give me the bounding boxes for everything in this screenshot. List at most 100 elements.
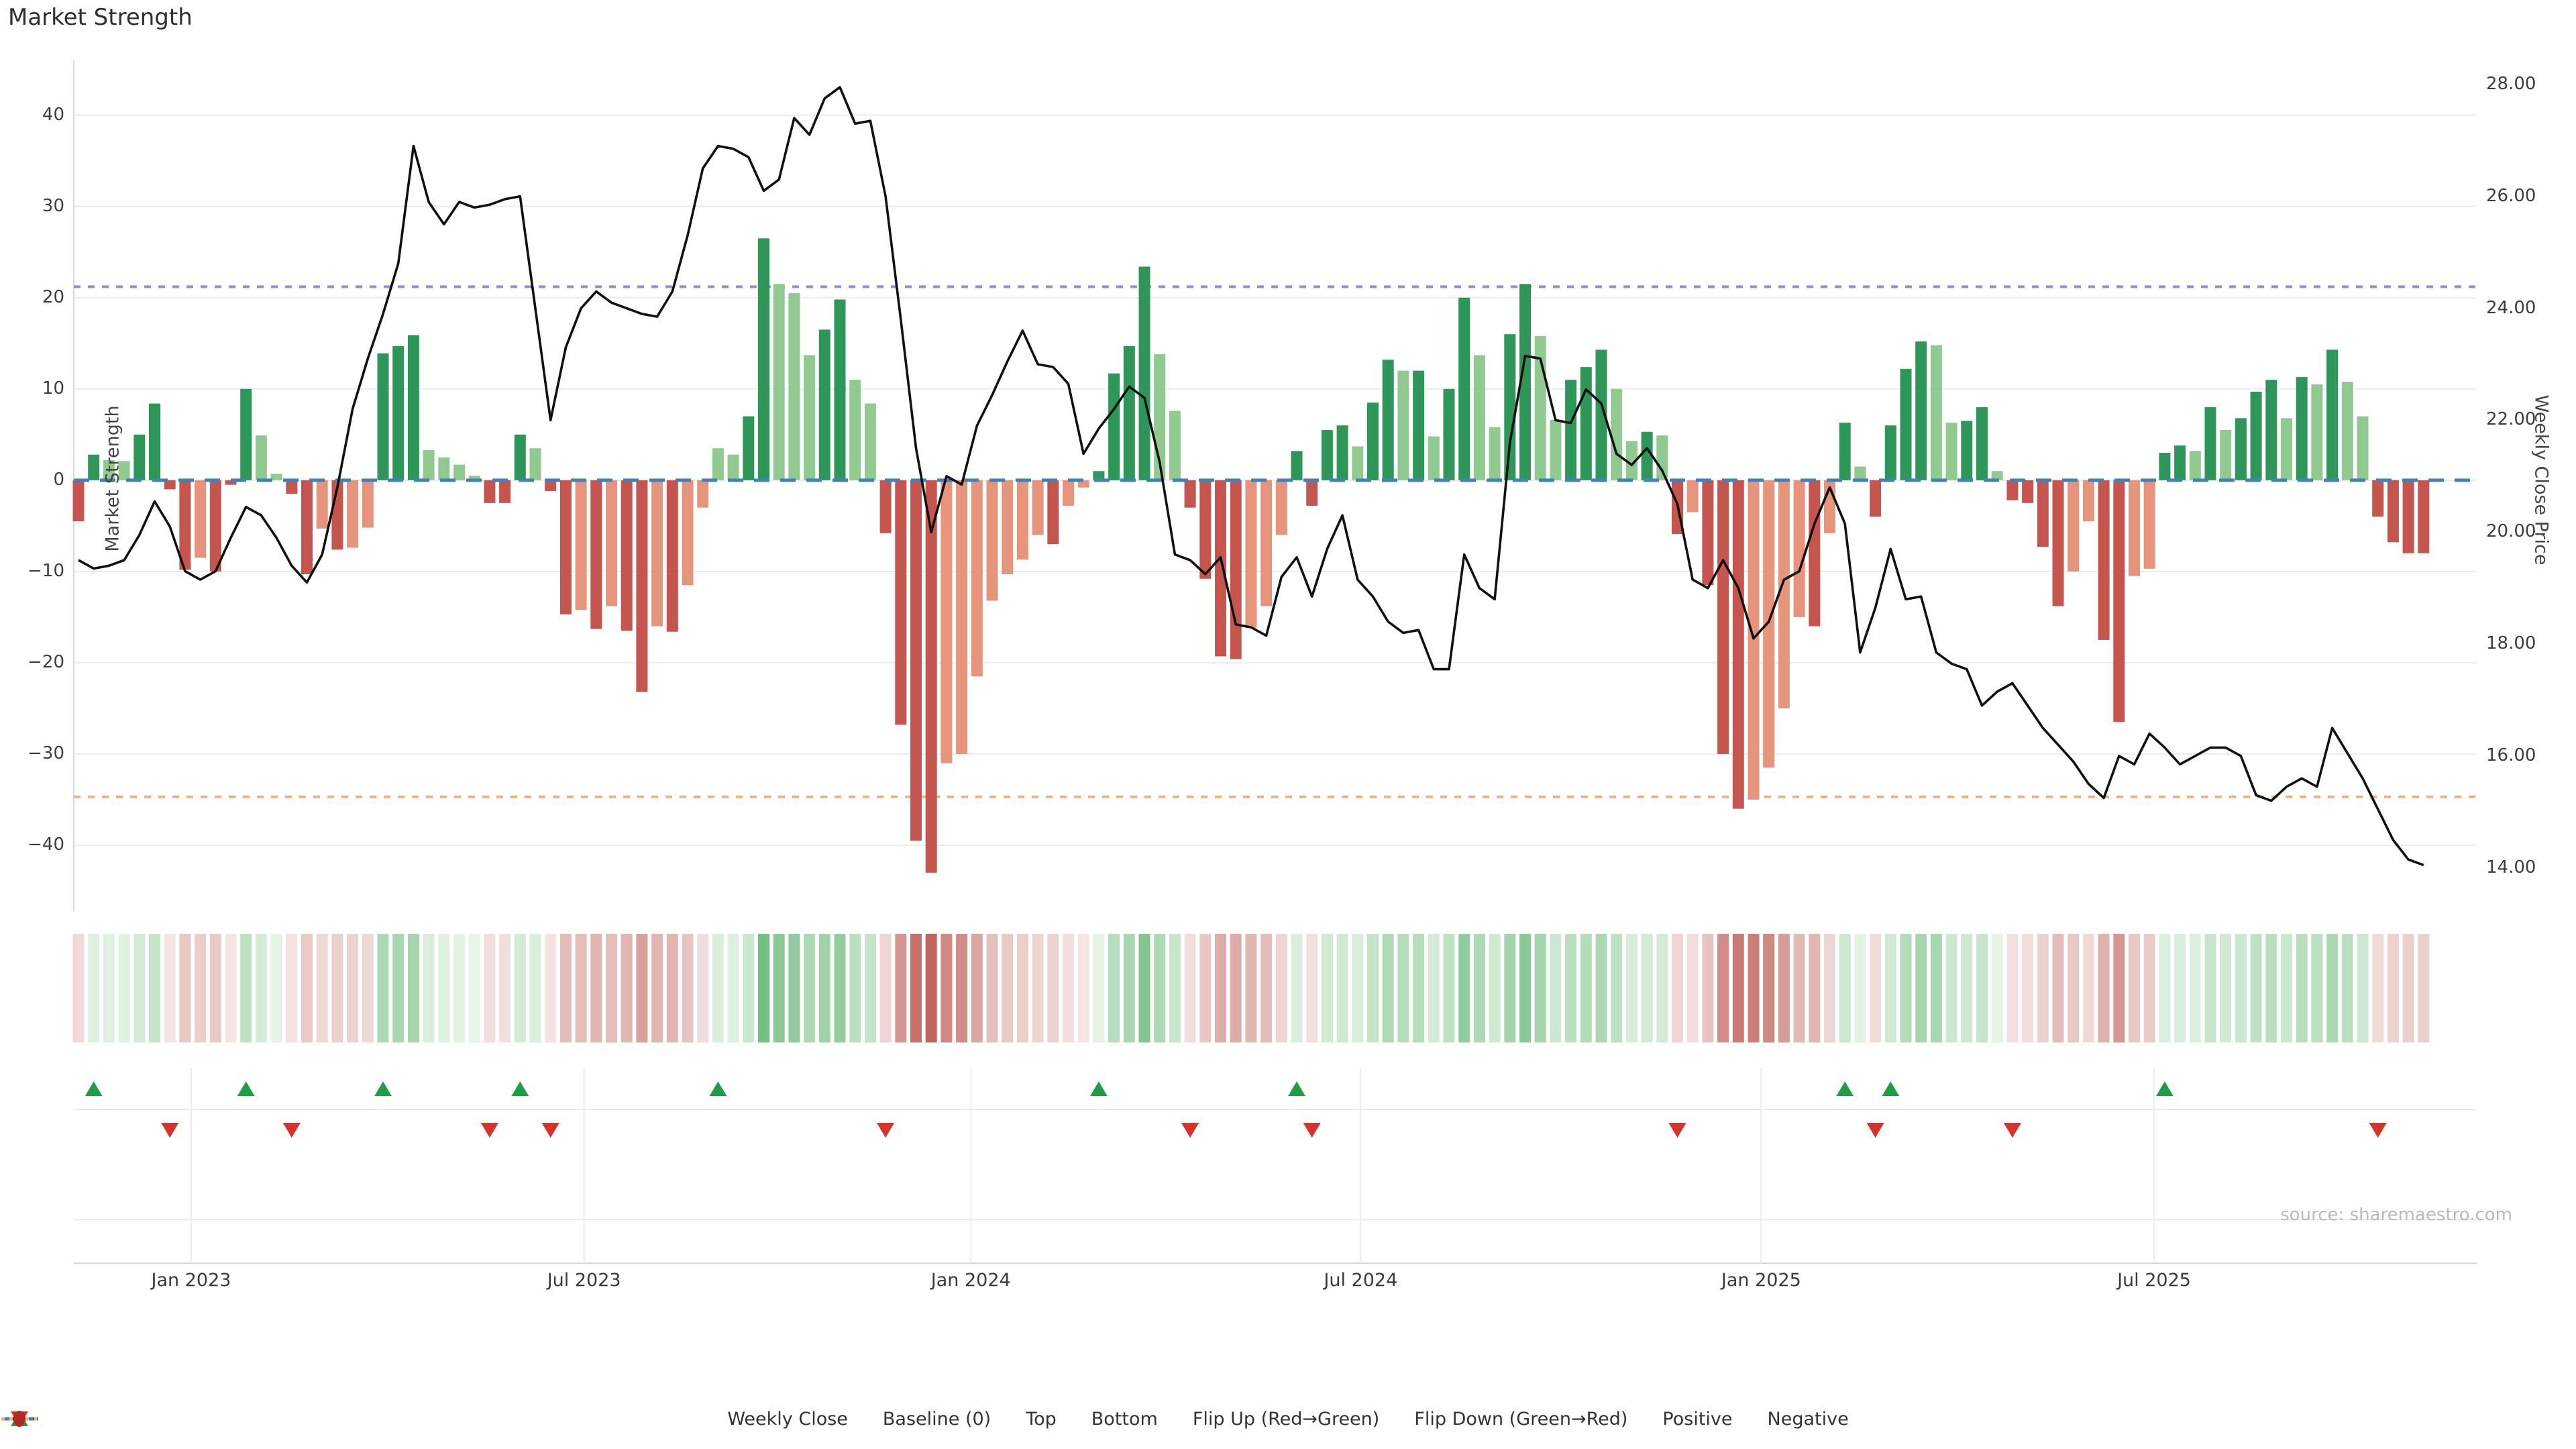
heatmap-cell	[1945, 934, 1957, 1042]
heatmap-cell	[347, 934, 359, 1042]
heatmap-cell	[788, 934, 800, 1042]
heatmap-cell	[2250, 934, 2262, 1042]
heatmap-cell	[1154, 934, 1166, 1042]
heatmap-cell	[1077, 934, 1089, 1042]
strength-bar	[316, 480, 328, 529]
strength-bar	[1215, 480, 1226, 657]
strength-bar	[1397, 370, 1409, 480]
strength-bar	[1077, 480, 1089, 488]
strength-bar	[407, 335, 419, 480]
strength-bar	[1748, 480, 1760, 800]
right-tick-label: 18.00	[2486, 633, 2536, 654]
heatmap-cell	[1397, 934, 1409, 1042]
heatmap-cell	[2311, 934, 2323, 1042]
strength-bar	[240, 388, 252, 480]
legend-item-top[interactable]: Top	[1, 1409, 1074, 1430]
strength-bar	[2220, 430, 2232, 480]
strength-bar	[1763, 480, 1775, 768]
strength-bar	[2281, 418, 2292, 480]
heatmap-cell	[2418, 934, 2430, 1042]
strength-bar	[1245, 480, 1257, 629]
legend-label: Bottom	[1091, 1409, 1158, 1430]
heatmap-cell	[499, 934, 511, 1042]
heatmap-cell	[849, 934, 861, 1042]
weekly-close-line	[78, 86, 2424, 867]
left-tick-label: 10	[42, 378, 64, 398]
heatmap-cell	[559, 934, 572, 1042]
strength-bar	[910, 480, 922, 841]
legend-label: Baseline (0)	[882, 1409, 991, 1430]
heatmap-cell	[514, 934, 526, 1042]
strength-bar	[2296, 377, 2308, 480]
right-tick-label: 28.00	[2486, 73, 2536, 94]
heatmap-cell	[1260, 934, 1273, 1042]
flip-up-marker	[1089, 1081, 1108, 1096]
strength-bar	[727, 454, 739, 480]
strength-bar	[149, 403, 160, 480]
flip-down-marker	[1181, 1123, 1199, 1138]
strength-bar	[956, 480, 968, 754]
heatmap-cell	[2357, 934, 2369, 1042]
strength-bar	[1123, 345, 1135, 480]
strength-bar	[773, 284, 785, 480]
strength-bar	[712, 448, 724, 480]
strength-bar	[758, 238, 769, 480]
heatmap-cell	[1702, 934, 1714, 1042]
heatmap-cell	[925, 934, 937, 1042]
legend-label: Top	[1026, 1409, 1057, 1430]
strength-bar	[1641, 431, 1653, 480]
heatmap-cell	[1991, 934, 2003, 1042]
legend-item-negative[interactable]: Negative	[13, 1409, 1866, 1430]
heatmap-cell	[1336, 934, 1348, 1042]
strength-bar	[347, 480, 359, 548]
heatmap-cell	[1717, 934, 1729, 1042]
strength-bar	[1839, 423, 1851, 480]
heatmap-cell	[712, 934, 724, 1042]
heatmap-cell	[1016, 934, 1028, 1042]
heatmap-cell	[407, 934, 419, 1042]
strength-bar	[1016, 480, 1028, 560]
heatmap-cell	[2082, 934, 2094, 1042]
strength-bar	[879, 480, 892, 533]
right-tick-label: 20.00	[2486, 521, 2536, 542]
strength-bar	[986, 480, 998, 601]
legend-item-baseline-0[interactable]: Baseline (0)	[1, 1409, 1008, 1430]
heatmap-cell	[1778, 934, 1790, 1042]
heatmap-cell	[468, 934, 480, 1042]
heatmap-cell	[2281, 934, 2292, 1042]
heatmap-cell	[1367, 934, 1379, 1042]
legend-item-bottom[interactable]: Bottom	[1, 1409, 1175, 1430]
strength-bar	[179, 480, 191, 570]
strength-bar	[1611, 388, 1623, 480]
heatmap-cell	[225, 934, 237, 1042]
heatmap-cell	[2022, 934, 2034, 1042]
strength-bar	[1717, 480, 1729, 754]
x-tick-label: Jul 2024	[1324, 1270, 1398, 1291]
strength-bar	[1854, 466, 1866, 480]
strength-bar	[697, 480, 709, 508]
legend-item-positive[interactable]: Positive	[13, 1409, 1750, 1430]
heatmap-cell	[2387, 934, 2399, 1042]
flip-down-marker	[1866, 1123, 1884, 1138]
strength-bar	[362, 480, 374, 528]
heatmap-cell	[1854, 934, 1866, 1042]
left-tick-label: 40	[42, 104, 64, 125]
strength-bar	[1108, 373, 1120, 480]
heatmap-cell	[818, 934, 830, 1042]
legend-item-flip-up-red-green[interactable]: Flip Up (Red→Green)	[11, 1409, 1397, 1430]
heatmap-cell	[209, 934, 221, 1042]
heatmap-cell	[1961, 934, 1973, 1042]
legend-item-flip-down-green-red[interactable]: Flip Down (Green→Red)	[11, 1409, 1645, 1430]
heatmap-cell	[1184, 934, 1196, 1042]
strength-bar	[164, 480, 176, 490]
strength-bar	[2082, 480, 2094, 522]
heatmap-cell	[1900, 934, 1912, 1042]
heatmap-cell	[2113, 934, 2125, 1042]
strength-bar	[423, 449, 435, 480]
left-tick-label: 0	[53, 469, 64, 490]
legend-item-weekly-close[interactable]: Weekly Close	[1, 1409, 865, 1430]
left-tick-label: −40	[28, 835, 64, 855]
strength-bar	[1321, 430, 1333, 480]
strength-bar	[621, 480, 633, 631]
